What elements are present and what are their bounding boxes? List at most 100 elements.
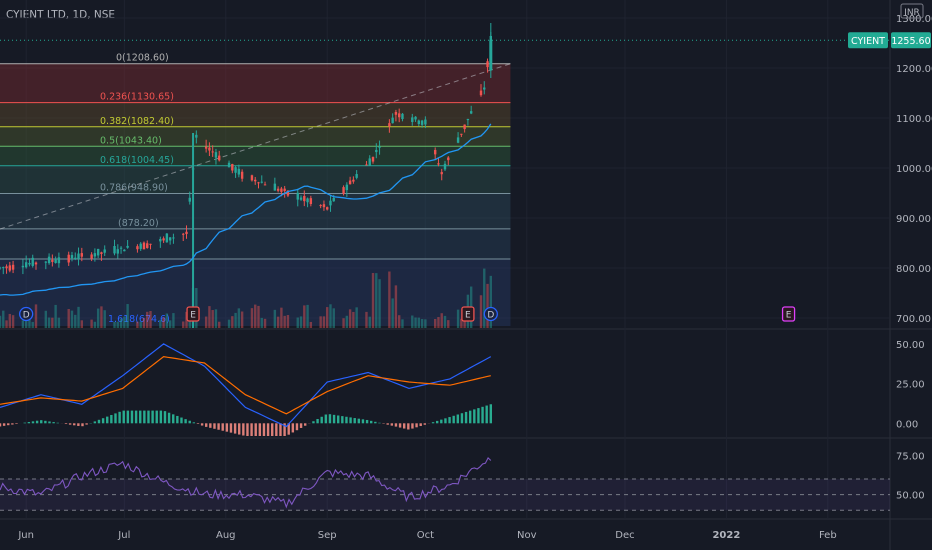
macd-histogram-bar xyxy=(332,414,336,424)
macd-histogram-bar xyxy=(73,423,76,426)
fib-zone xyxy=(0,146,511,166)
candle-body xyxy=(165,233,169,243)
volume-bar xyxy=(443,315,447,328)
volume-bar xyxy=(286,315,290,328)
candle-body xyxy=(2,267,5,269)
candle-body xyxy=(51,259,54,262)
macd-histogram-bar xyxy=(167,412,171,424)
macd-histogram-bar xyxy=(460,413,464,424)
price-axis-label: 1100.00 xyxy=(896,114,932,125)
volume-bar xyxy=(34,304,38,328)
candle-body xyxy=(172,237,175,239)
candle-body xyxy=(388,123,391,127)
candle-body xyxy=(355,174,358,178)
fib-zone xyxy=(0,259,511,326)
volume-bar xyxy=(204,316,208,328)
candle-body xyxy=(100,252,103,254)
volume-bar xyxy=(51,317,54,328)
rsi-axis-label: 75.00 xyxy=(896,452,925,463)
volume-bar xyxy=(447,320,450,328)
macd-histogram-bar xyxy=(217,423,220,430)
volume-bar xyxy=(165,313,169,328)
macd-histogram-bar xyxy=(56,422,59,424)
macd-histogram-bar xyxy=(250,423,253,436)
macd-histogram-bar xyxy=(353,418,356,424)
volume-bar xyxy=(67,308,70,328)
candle-body xyxy=(139,243,142,249)
macd-histogram-bar xyxy=(258,423,262,436)
candle-body xyxy=(162,238,165,241)
macd-histogram-bar xyxy=(40,420,43,424)
candle-body xyxy=(44,261,48,263)
macd-histogram-bar xyxy=(337,415,340,424)
macd-histogram-bar xyxy=(101,418,105,424)
last-price-tag: CYIENT 1255.60 xyxy=(0,32,931,49)
candle-body xyxy=(142,242,146,250)
macd-histogram-bar xyxy=(81,423,84,427)
moving-average-line xyxy=(0,123,492,296)
fib-level-label: 0(1208.60) xyxy=(116,53,169,64)
candle-body xyxy=(74,257,77,260)
volume-bar xyxy=(21,320,25,328)
fib-zone xyxy=(0,102,511,127)
volume-bar xyxy=(437,317,440,328)
candle-body xyxy=(483,87,486,90)
volume-bar xyxy=(80,320,84,328)
volume-bar xyxy=(162,317,165,328)
macd-histogram-bar xyxy=(213,423,216,429)
candle-body xyxy=(28,262,31,265)
volume-bar xyxy=(273,309,277,328)
earnings-marker xyxy=(781,306,796,322)
volume-bar xyxy=(119,318,123,328)
macd-histogram-bar xyxy=(134,410,138,424)
volume-bar xyxy=(394,285,398,328)
currency-box xyxy=(900,3,924,19)
volume-bar xyxy=(486,283,489,328)
volume-bar xyxy=(231,316,234,328)
candle-body xyxy=(116,249,119,254)
candle-body xyxy=(257,182,260,184)
fib-zone xyxy=(0,193,511,229)
fibonacci-retracement[interactable]: 0(1208.60) 0.236(1130.65) 0.382(1082.40) 0.… xyxy=(0,53,511,328)
volume-bar xyxy=(319,316,322,328)
candle-body xyxy=(214,152,218,158)
volume-bar xyxy=(375,273,378,328)
rsi-band xyxy=(0,479,890,511)
candle-body xyxy=(443,163,447,170)
macd-histogram-bar xyxy=(97,419,101,424)
macd-histogram-bar xyxy=(159,410,163,424)
event-label: D xyxy=(23,311,30,321)
macd-histogram-bar xyxy=(151,410,154,424)
candle-body xyxy=(218,155,221,161)
macd-histogram-bar xyxy=(407,423,410,430)
volume-bar xyxy=(483,268,486,328)
candle-body xyxy=(368,158,371,166)
price-axis-label: 700.00 xyxy=(896,314,931,325)
macd-histogram-bar xyxy=(345,416,348,424)
volume-bar xyxy=(234,312,237,328)
rsi-axis-label: 50.00 xyxy=(896,491,925,502)
candle-body xyxy=(119,247,123,249)
macd-histogram-bar xyxy=(295,423,299,431)
moving-average-line xyxy=(0,123,492,296)
candle-body xyxy=(401,113,404,120)
candle-body xyxy=(93,253,97,257)
volume-bar xyxy=(218,321,221,328)
macd-histogram-bar xyxy=(386,423,389,425)
volume-bar xyxy=(263,318,267,328)
macd-histogram-bar xyxy=(266,423,270,436)
volume-bar xyxy=(168,320,172,328)
macd-histogram-bar xyxy=(291,423,295,433)
macd-histogram-bar xyxy=(184,419,187,424)
candle-body xyxy=(391,117,394,124)
candle-body xyxy=(149,243,152,245)
candle-body xyxy=(486,61,489,68)
macd-histogram-bar xyxy=(357,418,361,424)
fib-level-label: (878.20) xyxy=(118,218,159,229)
macd-histogram-bar xyxy=(188,420,191,424)
macd-histogram-bar xyxy=(423,423,427,425)
candle-body xyxy=(319,205,322,207)
candle-body xyxy=(70,255,74,259)
